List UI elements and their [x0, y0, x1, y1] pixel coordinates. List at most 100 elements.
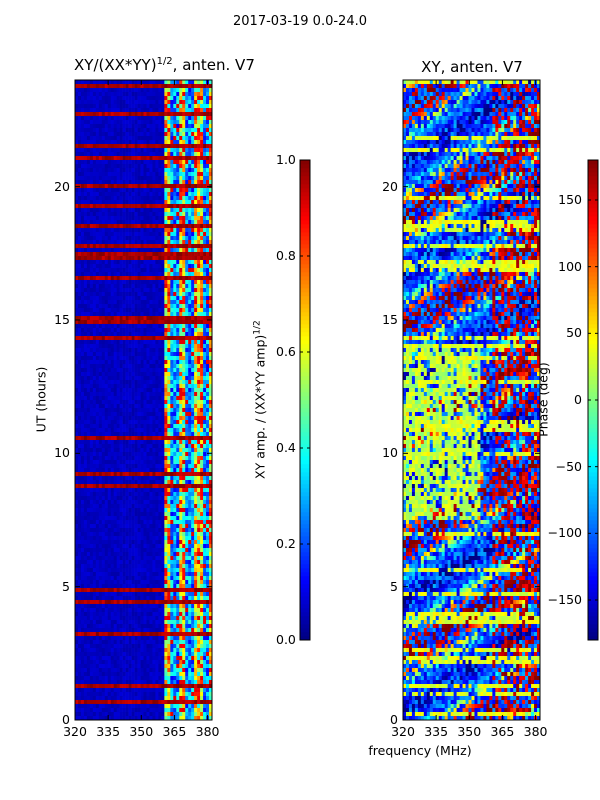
- heatmap-cell: [122, 508, 126, 513]
- heatmap-cell: [158, 248, 162, 253]
- heatmap-cell: [170, 440, 174, 445]
- heatmap-cell: [137, 336, 141, 341]
- heatmap-cell: [161, 80, 165, 85]
- heatmap-cell: [197, 340, 201, 345]
- heatmap-cell: [134, 200, 138, 205]
- heatmap-cell: [95, 120, 100, 125]
- heatmap-cell: [155, 344, 159, 349]
- heatmap-cell: [209, 144, 213, 149]
- heatmap-cell: [86, 296, 91, 301]
- heatmap-cell: [155, 84, 159, 89]
- heatmap-cell: [158, 328, 162, 333]
- heatmap-cell: [116, 216, 120, 221]
- heatmap-cell: [152, 224, 156, 229]
- heatmap-cell: [206, 424, 210, 429]
- heatmap-cell: [182, 256, 186, 261]
- heatmap-cell: [98, 92, 103, 97]
- heatmap-cell: [146, 212, 150, 217]
- heatmap-cell: [131, 168, 135, 173]
- heatmap-cell: [164, 164, 168, 169]
- heatmap-cell: [119, 284, 123, 289]
- heatmap-cell: [131, 104, 135, 109]
- heatmap-cell: [119, 480, 123, 485]
- heatmap-cell: [152, 152, 156, 157]
- heatmap-cell: [170, 160, 174, 165]
- heatmap-cell: [176, 476, 180, 481]
- heatmap-cell: [200, 368, 204, 373]
- heatmap-cell: [92, 280, 97, 285]
- heatmap-cell: [149, 440, 153, 445]
- heatmap-cell: [161, 216, 165, 221]
- heatmap-cell: [179, 260, 183, 265]
- heatmap-cell: [206, 244, 210, 249]
- heatmap-cell: [194, 256, 198, 261]
- heatmap-cell: [128, 80, 132, 85]
- heatmap-cell: [137, 92, 141, 97]
- heatmap-cell: [119, 100, 123, 105]
- heatmap-cell: [206, 180, 210, 185]
- heatmap-cell: [80, 324, 85, 329]
- heatmap-cell: [182, 380, 186, 385]
- heatmap-cell: [194, 212, 198, 217]
- heatmap-cell: [128, 360, 132, 365]
- heatmap-cell: [95, 160, 100, 165]
- heatmap-cell: [137, 448, 141, 453]
- heatmap-cell: [119, 244, 123, 249]
- heatmap-cell: [122, 100, 126, 105]
- heatmap-cell: [86, 168, 91, 173]
- heatmap-cell: [149, 156, 153, 161]
- heatmap-cell: [164, 408, 168, 413]
- heatmap-cell: [128, 224, 132, 229]
- heatmap-cell: [80, 260, 85, 265]
- heatmap-cell: [149, 448, 153, 453]
- heatmap-cell: [110, 208, 115, 213]
- heatmap-cell: [83, 120, 88, 125]
- heatmap-cell: [164, 344, 168, 349]
- heatmap-cell: [155, 316, 159, 321]
- heatmap-cell: [116, 108, 120, 113]
- heatmap-cell: [95, 228, 100, 233]
- heatmap-cell: [122, 128, 126, 133]
- heatmap-cell: [110, 248, 115, 253]
- heatmap-cell: [86, 204, 91, 209]
- heatmap-cell: [122, 348, 126, 353]
- heatmap-cell: [188, 364, 192, 369]
- heatmap-cell: [173, 296, 177, 301]
- heatmap-cell: [152, 468, 156, 473]
- heatmap-cell: [110, 468, 115, 473]
- heatmap-cell: [119, 236, 123, 241]
- heatmap-cell: [197, 156, 201, 161]
- heatmap-cell: [95, 348, 100, 353]
- heatmap-cell: [191, 376, 195, 381]
- heatmap-cell: [110, 332, 115, 337]
- heatmap-cell: [194, 272, 198, 277]
- heatmap-cell: [104, 164, 109, 169]
- heatmap-cell: [209, 216, 213, 221]
- heatmap-cell: [158, 240, 162, 245]
- heatmap-cell: [209, 80, 213, 85]
- heatmap-cell: [98, 496, 103, 501]
- heatmap-cell: [179, 280, 183, 285]
- heatmap-cell: [170, 416, 174, 421]
- heatmap-cell: [77, 228, 82, 233]
- heatmap-cell: [92, 452, 97, 457]
- heatmap-cell: [191, 304, 195, 309]
- heatmap-cell: [110, 180, 115, 185]
- heatmap-cell: [128, 352, 132, 357]
- heatmap-cell: [83, 236, 88, 241]
- heatmap-cell: [92, 220, 97, 225]
- heatmap-cell: [86, 384, 91, 389]
- heatmap-cell: [179, 432, 183, 437]
- heatmap-cell: [101, 236, 106, 241]
- heatmap-cell: [89, 412, 94, 417]
- heatmap-cell: [173, 348, 177, 353]
- heatmap-cell: [83, 324, 88, 329]
- heatmap-cell: [188, 444, 192, 449]
- heatmap-cell: [101, 340, 106, 345]
- heatmap-cell: [203, 284, 207, 289]
- heatmap-cell: [149, 496, 153, 501]
- heatmap-cell: [158, 360, 162, 365]
- heatmap-cell: [197, 484, 201, 489]
- heatmap-cell: [104, 340, 109, 345]
- heatmap-cell: [164, 500, 168, 505]
